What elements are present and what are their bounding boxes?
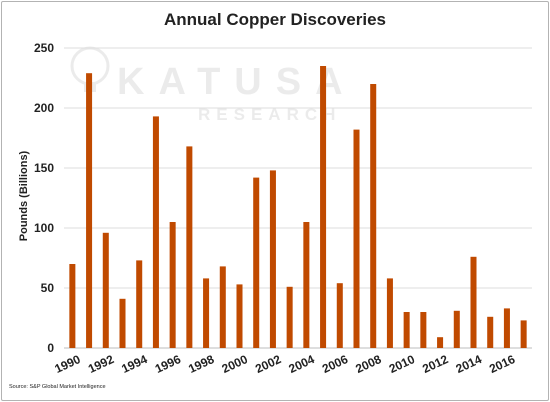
bar-1999 bbox=[219, 266, 226, 348]
x-tick-label: 1990 bbox=[53, 352, 83, 376]
x-tick-label: 1994 bbox=[119, 352, 149, 376]
bar-1997 bbox=[186, 146, 193, 348]
bar-2008 bbox=[370, 84, 377, 348]
watermark-brand: KATUSA bbox=[117, 61, 357, 103]
x-tick-label: 2006 bbox=[320, 352, 350, 376]
bar-2005 bbox=[320, 66, 327, 348]
y-tick-label: 100 bbox=[34, 221, 54, 235]
bar-2000 bbox=[236, 284, 243, 348]
watermark-logo: KATUSA RESEARCH bbox=[70, 46, 357, 124]
x-tick-label: 2010 bbox=[387, 352, 417, 376]
bar-2012 bbox=[437, 337, 444, 348]
bar-1992 bbox=[102, 232, 109, 348]
y-tick-label: 0 bbox=[47, 341, 54, 355]
bar-2015 bbox=[487, 316, 494, 348]
bar-2013 bbox=[453, 310, 460, 348]
x-tick-label: 2016 bbox=[487, 352, 517, 376]
bar-2004 bbox=[303, 222, 310, 348]
y-axis-label: Pounds (Billions) bbox=[18, 150, 30, 241]
bar-2011 bbox=[420, 312, 427, 348]
bar-2002 bbox=[269, 170, 276, 348]
x-tick-label: 2008 bbox=[353, 352, 383, 376]
x-tick-label: 2014 bbox=[454, 352, 484, 376]
source-note: Source: S&P Global Market Intelligence bbox=[9, 384, 106, 390]
bar-1996 bbox=[169, 222, 176, 348]
gridlines bbox=[64, 47, 532, 349]
x-tick-labels: 1990 1992 1994 1996 1998 2000 2002 2004 2006 2008… bbox=[53, 352, 518, 376]
bar-1995 bbox=[152, 116, 159, 349]
bar-2017 bbox=[520, 320, 527, 348]
x-tick-label: 2002 bbox=[253, 352, 283, 376]
bar-1990 bbox=[69, 264, 76, 348]
bar-1993 bbox=[119, 298, 126, 348]
x-tick-label: 1998 bbox=[186, 352, 216, 376]
bar-2001 bbox=[253, 177, 260, 348]
bar-2003 bbox=[286, 286, 293, 348]
x-tick-label: 1996 bbox=[153, 352, 183, 376]
bar-2010 bbox=[403, 312, 410, 348]
bar-2006 bbox=[336, 283, 343, 348]
x-tick-label: 1992 bbox=[86, 352, 116, 376]
bar-1998 bbox=[203, 278, 210, 348]
x-tick-label: 2000 bbox=[220, 352, 250, 376]
chart-title: Annual Copper Discoveries bbox=[163, 10, 386, 29]
y-tick-label: 150 bbox=[34, 161, 54, 175]
bars bbox=[69, 66, 527, 349]
bar-2009 bbox=[386, 278, 393, 348]
y-tick-label: 200 bbox=[34, 101, 54, 115]
bar-2016 bbox=[503, 308, 510, 348]
bar-2014 bbox=[470, 256, 477, 348]
bar-1991 bbox=[86, 73, 93, 348]
y-tick-label: 250 bbox=[34, 41, 54, 55]
y-tick-labels: 0 50 100 150 200 250 bbox=[34, 41, 54, 355]
y-tick-label: 50 bbox=[41, 281, 55, 295]
bar-2007 bbox=[353, 129, 360, 348]
watermark-subtitle: RESEARCH bbox=[198, 105, 341, 124]
x-tick-label: 2004 bbox=[287, 352, 317, 376]
x-tick-label: 2012 bbox=[420, 352, 450, 376]
bar-1994 bbox=[136, 260, 143, 348]
